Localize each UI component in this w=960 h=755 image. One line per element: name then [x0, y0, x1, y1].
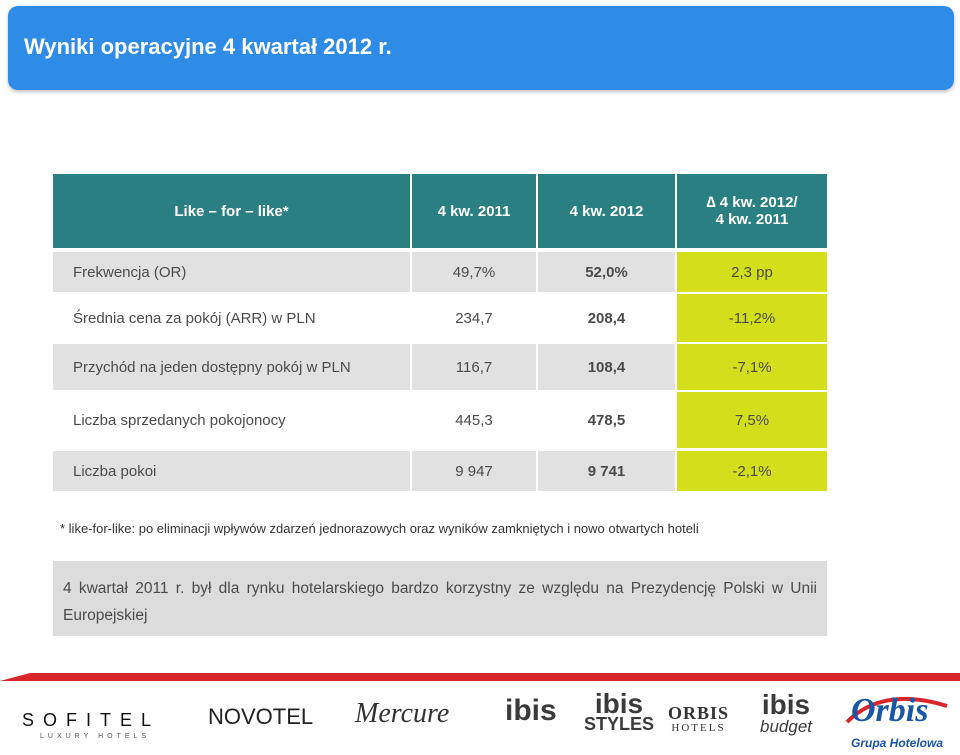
table-row: Średnia cena za pokój (ARR) w PLN 234,7 … — [53, 294, 827, 342]
mercure-logo: Mercure — [355, 698, 450, 729]
note-box: 4 kwartał 2011 r. był dla rynku hotelars… — [53, 561, 827, 636]
table-row: Liczba pokoi 9 947 9 741 -2,1% — [53, 451, 827, 491]
orbis-hotels-logo-bottom: HOTELS — [671, 722, 726, 734]
header-delta-line1: ∆ 4 kw. 2012/ — [706, 194, 798, 211]
ibis-logo: ibis — [505, 694, 557, 727]
table-row: Frekwencja (OR) 49,7% 52,0% 2,3 pp — [53, 252, 827, 292]
row-delta: -7,1% — [677, 344, 827, 390]
sofitel-logo-text: SOFITEL — [22, 710, 161, 730]
row-delta: -11,2% — [677, 294, 827, 342]
ibis-styles-logo-top: ibis — [594, 688, 644, 719]
row-delta: 7,5% — [677, 392, 827, 448]
header-label: Like – for – like* — [53, 174, 410, 248]
ibis-styles-logo-bottom: STYLES — [584, 714, 655, 734]
row-value-2012: 9 741 — [538, 451, 675, 491]
header-delta-line2: 4 kw. 2011 — [715, 211, 789, 228]
row-label: Średnia cena za pokój (ARR) w PLN — [53, 294, 410, 342]
orbis-swoosh-icon — [845, 696, 948, 724]
novotel-logo: NOVOTEL — [208, 704, 314, 729]
sofitel-logo: SOFITEL LUXURY HOTELS — [22, 710, 160, 740]
row-value-2012: 52,0% — [538, 252, 675, 292]
row-label: Przychód na jeden dostępny pokój w PLN — [53, 344, 410, 390]
row-value-2011: 49,7% — [412, 252, 536, 292]
red-divider — [0, 673, 960, 681]
ibis-budget-logo-bottom: budget — [760, 717, 812, 736]
row-delta: 2,3 pp — [677, 252, 827, 292]
table-header-row: Like – for – like* 4 kw. 2011 4 kw. 2012… — [53, 174, 827, 248]
row-label: Frekwencja (OR) — [53, 252, 410, 292]
header-2012: 4 kw. 2012 — [538, 174, 675, 248]
header-delta: ∆ 4 kw. 2012/ 4 kw. 2011 — [677, 174, 827, 248]
row-value-2011: 116,7 — [412, 344, 536, 390]
page-title: Wyniki operacyjne 4 kwartał 2012 r. — [24, 34, 392, 59]
row-value-2011: 234,7 — [412, 294, 536, 342]
row-value-2011: 9 947 — [412, 451, 536, 491]
orbis-logo: Orbis Grupa Hotelowa — [843, 692, 953, 752]
row-delta: -2,1% — [677, 451, 827, 491]
row-value-2012: 208,4 — [538, 294, 675, 342]
orbis-logo-text: Orbis — [851, 692, 929, 729]
table-row: Liczba sprzedanych pokojonocy 445,3 478,… — [53, 392, 827, 448]
orbis-logo-subtext: Grupa Hotelowa — [851, 736, 944, 750]
row-value-2012: 478,5 — [538, 392, 675, 448]
ibis-budget-logo-top: ibis — [761, 689, 811, 720]
table-row: Przychód na jeden dostępny pokój w PLN 1… — [53, 344, 827, 390]
header-2011: 4 kw. 2011 — [412, 174, 536, 248]
footnote: * like-for-like: po eliminacji wpływów z… — [60, 521, 699, 536]
row-label: Liczba sprzedanych pokojonocy — [53, 392, 410, 448]
orbis-hotels-logo: ORBIS HOTELS — [668, 703, 730, 736]
title-bar: Wyniki operacyjne 4 kwartał 2012 r. — [8, 6, 954, 90]
row-value-2011: 445,3 — [412, 392, 536, 448]
ibis-styles-logo: ibis STYLES — [584, 688, 655, 735]
sofitel-logo-subtext: LUXURY HOTELS — [40, 733, 151, 740]
brand-logos: SOFITEL LUXURY HOTELS NOVOTEL Mercure ib… — [0, 690, 960, 755]
row-label: Liczba pokoi — [53, 451, 410, 491]
row-value-2012: 108,4 — [538, 344, 675, 390]
ibis-budget-logo: ibis budget — [760, 689, 812, 738]
orbis-hotels-logo-top: ORBIS — [668, 703, 730, 723]
